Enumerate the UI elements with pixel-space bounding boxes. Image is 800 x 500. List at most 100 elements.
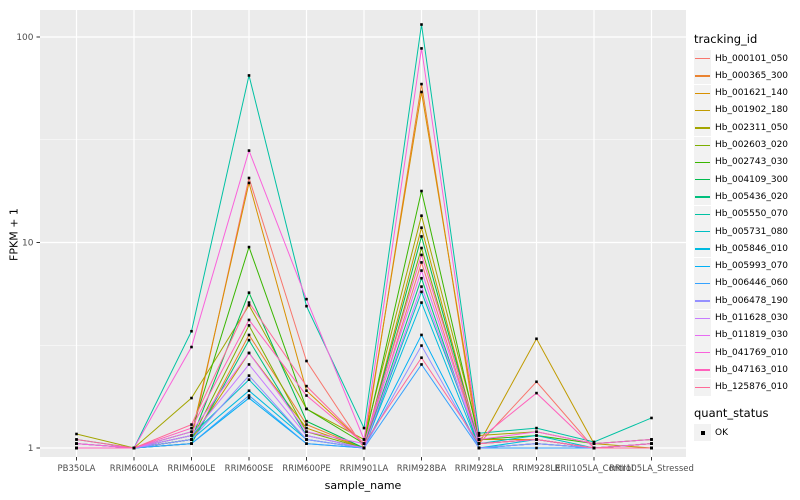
legend-key-line-icon [695, 109, 710, 112]
legend-key-swatch [694, 257, 711, 275]
data-point [75, 438, 78, 441]
legend-item-Hb_005846_010: Hb_005846_010 [694, 240, 788, 258]
legend-item-label: OK [715, 427, 728, 438]
legend-key-swatch [694, 274, 711, 292]
data-point [535, 438, 538, 441]
legend-key-line-icon [695, 231, 710, 233]
legend-item-Hb_125876_010: Hb_125876_010 [694, 378, 788, 396]
legend-item-Hb_006478_190: Hb_006478_190 [694, 292, 789, 310]
legend-item-Hb_005436_020: Hb_005436_020 [694, 188, 788, 206]
legend-item-Hb_041769_010: Hb_041769_010 [694, 344, 788, 362]
data-point [305, 384, 308, 388]
legend-item-label: Hb_002311_050 [715, 122, 789, 133]
legend-key-swatch [694, 326, 711, 344]
x-tick-label: RRIM600LA [110, 464, 159, 474]
data-point [247, 378, 251, 381]
data-point [477, 431, 481, 435]
data-point [362, 438, 366, 441]
legend-item-Hb_002743_030: Hb_002743_030 [694, 153, 788, 171]
data-point [305, 419, 308, 423]
data-point [362, 442, 366, 445]
data-point [535, 430, 538, 434]
x-tick-label: PB350LA [58, 464, 96, 474]
data-point [650, 442, 653, 445]
data-point [420, 90, 423, 94]
legend-item-label: Hb_006478_190 [715, 295, 789, 306]
legend-item-label: Hb_005550_070 [715, 209, 789, 220]
data-point [535, 337, 538, 341]
data-point [305, 423, 308, 426]
data-point [247, 324, 251, 327]
legend-item-Hb_001621_140: Hb_001621_140 [694, 84, 788, 102]
legend-key-line-icon [695, 300, 710, 302]
legend-item-label: Hb_047163_010 [715, 364, 789, 375]
data-point [305, 359, 308, 363]
data-point [420, 333, 423, 337]
data-point [420, 214, 423, 218]
data-point [75, 446, 78, 450]
data-point [420, 246, 423, 250]
legend-item-Hb_002603_020: Hb_002603_020 [694, 136, 789, 154]
data-point [305, 438, 308, 441]
data-point [535, 380, 538, 384]
x-tick-label: RRIM928LA [455, 464, 504, 474]
y-tick-label: 10 [22, 239, 34, 249]
data-point [420, 189, 423, 193]
legend-item-Hb_001902_180: Hb_001902_180 [694, 101, 789, 119]
data-point [247, 301, 251, 304]
data-point [190, 426, 193, 430]
data-point [190, 423, 193, 426]
y-tick-label: 100 [16, 33, 33, 43]
legend-key-line-icon [695, 265, 710, 267]
data-point [535, 391, 538, 395]
legend-item-label: Hb_002603_020 [715, 140, 789, 150]
x-tick-label: RRII105LA_Control [555, 464, 634, 474]
legend-item-label: Hb_004109_300 [715, 174, 789, 185]
legend-key-line-icon [695, 58, 710, 60]
legend-key-line-icon [695, 75, 710, 77]
data-point [132, 446, 136, 450]
legend-item-Hb_005993_070: Hb_005993_070 [694, 257, 788, 275]
data-point [247, 394, 251, 397]
data-point [247, 363, 251, 366]
data-point [247, 176, 251, 180]
legend-item-Hb_002311_050: Hb_002311_050 [694, 119, 789, 137]
legend-key-swatch [694, 223, 711, 240]
legend-key-swatch [694, 205, 711, 223]
data-point [535, 426, 538, 430]
data-point [477, 446, 481, 450]
legend-key-swatch [694, 378, 711, 396]
legend-item-Hb_000101_050: Hb_000101_050 [694, 50, 788, 67]
data-point [247, 374, 251, 377]
y-tick-label: 1 [28, 444, 34, 454]
x-tick-label: RRIM600PE [282, 464, 330, 474]
legend-item-label: Hb_001902_180 [715, 105, 789, 116]
data-point [247, 291, 251, 294]
legend-tracking-id-title: tracking_id [694, 32, 758, 46]
x-tick-label: RRIM928BA [397, 464, 447, 474]
data-point [305, 389, 308, 393]
legend-item-Hb_011628_030: Hb_011628_030 [694, 309, 788, 327]
x-tick-label: RRIM928LE [513, 464, 561, 474]
legend-key-swatch [694, 292, 711, 310]
legend-item-ok: OK [694, 424, 728, 441]
x-tick-label: RRII105LA_Stressed [609, 464, 694, 474]
legend-key-swatch [694, 136, 711, 154]
data-point [535, 442, 538, 445]
black-square-point-icon [700, 430, 705, 435]
legend-key-swatch [694, 119, 711, 137]
legend-panel: tracking_id Hb_000101_050 Hb_000365_300 Hb… [692, 0, 800, 500]
x-tick-label: RRIM600LE [168, 464, 216, 474]
data-point [650, 416, 653, 420]
data-point [592, 442, 596, 445]
data-point [247, 389, 251, 393]
data-point [247, 338, 251, 342]
legend-key-swatch [694, 240, 711, 258]
legend-key-line-icon [695, 352, 710, 354]
legend-key-line-icon [695, 317, 710, 319]
legend-key-swatch [694, 344, 711, 362]
data-point [420, 269, 423, 272]
x-tick-label: RRIM600SE [225, 464, 274, 474]
data-point [420, 363, 423, 366]
